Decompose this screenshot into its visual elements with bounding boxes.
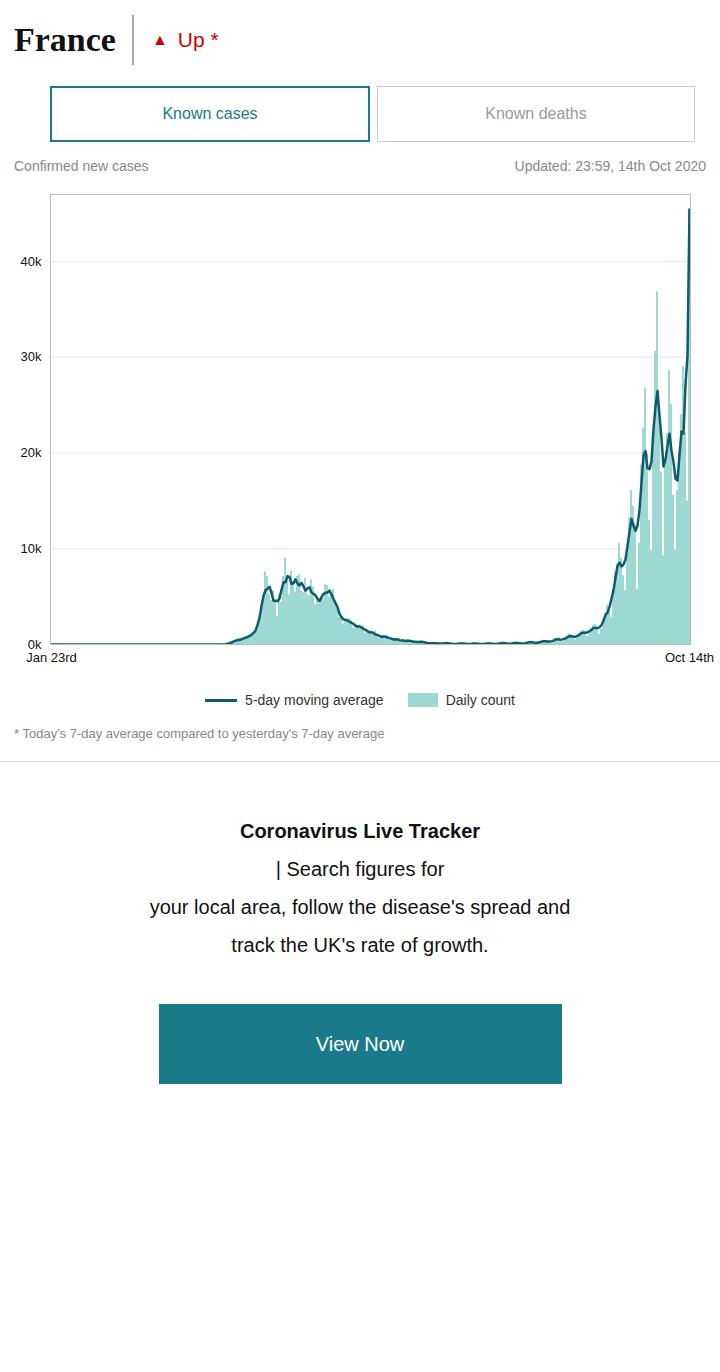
svg-text:Jan 23rd: Jan 23rd: [26, 650, 77, 665]
html-text:France: France: [14, 21, 116, 58]
html-text:Known deaths: Known deaths: [485, 105, 587, 122]
html-text:* Today's 7-day average compar: * Today's 7-day average compared to yest…: [14, 726, 385, 741]
html-text:Updated: 23:59, 14th Oct 2020: Updated: 23:59, 14th Oct 2020: [514, 158, 706, 174]
html-text:Confirmed new cases: Confirmed new cases: [14, 158, 149, 174]
html-text:Up *: Up *: [177, 28, 219, 51]
html-text:Known cases: Known cases: [162, 105, 258, 122]
svg-text:10k: 10k: [21, 541, 42, 556]
svg-text:20k: 20k: [21, 445, 42, 460]
svg-text:30k: 30k: [21, 349, 42, 364]
html-text:View Now: View Now: [315, 1032, 405, 1055]
svg-text:40k: 40k: [21, 254, 42, 269]
html-text:Coronavirus Live Tracker: Coronavirus Live Tracker: [239, 820, 480, 842]
html-text:5-day moving average: 5-day moving average: [245, 692, 384, 708]
html-text:| Search figures for: | Search figures for: [275, 858, 445, 880]
html-text:Daily count: Daily count: [445, 692, 515, 708]
html-text:track the UK's rate of growth.: track the UK's rate of growth.: [231, 934, 489, 956]
html-text:your local area, follow the di: your local area, follow the disease's sp…: [149, 896, 571, 918]
svg-text:Oct 14th: Oct 14th: [665, 650, 714, 665]
svg-text:0k: 0k: [27, 636, 42, 652]
